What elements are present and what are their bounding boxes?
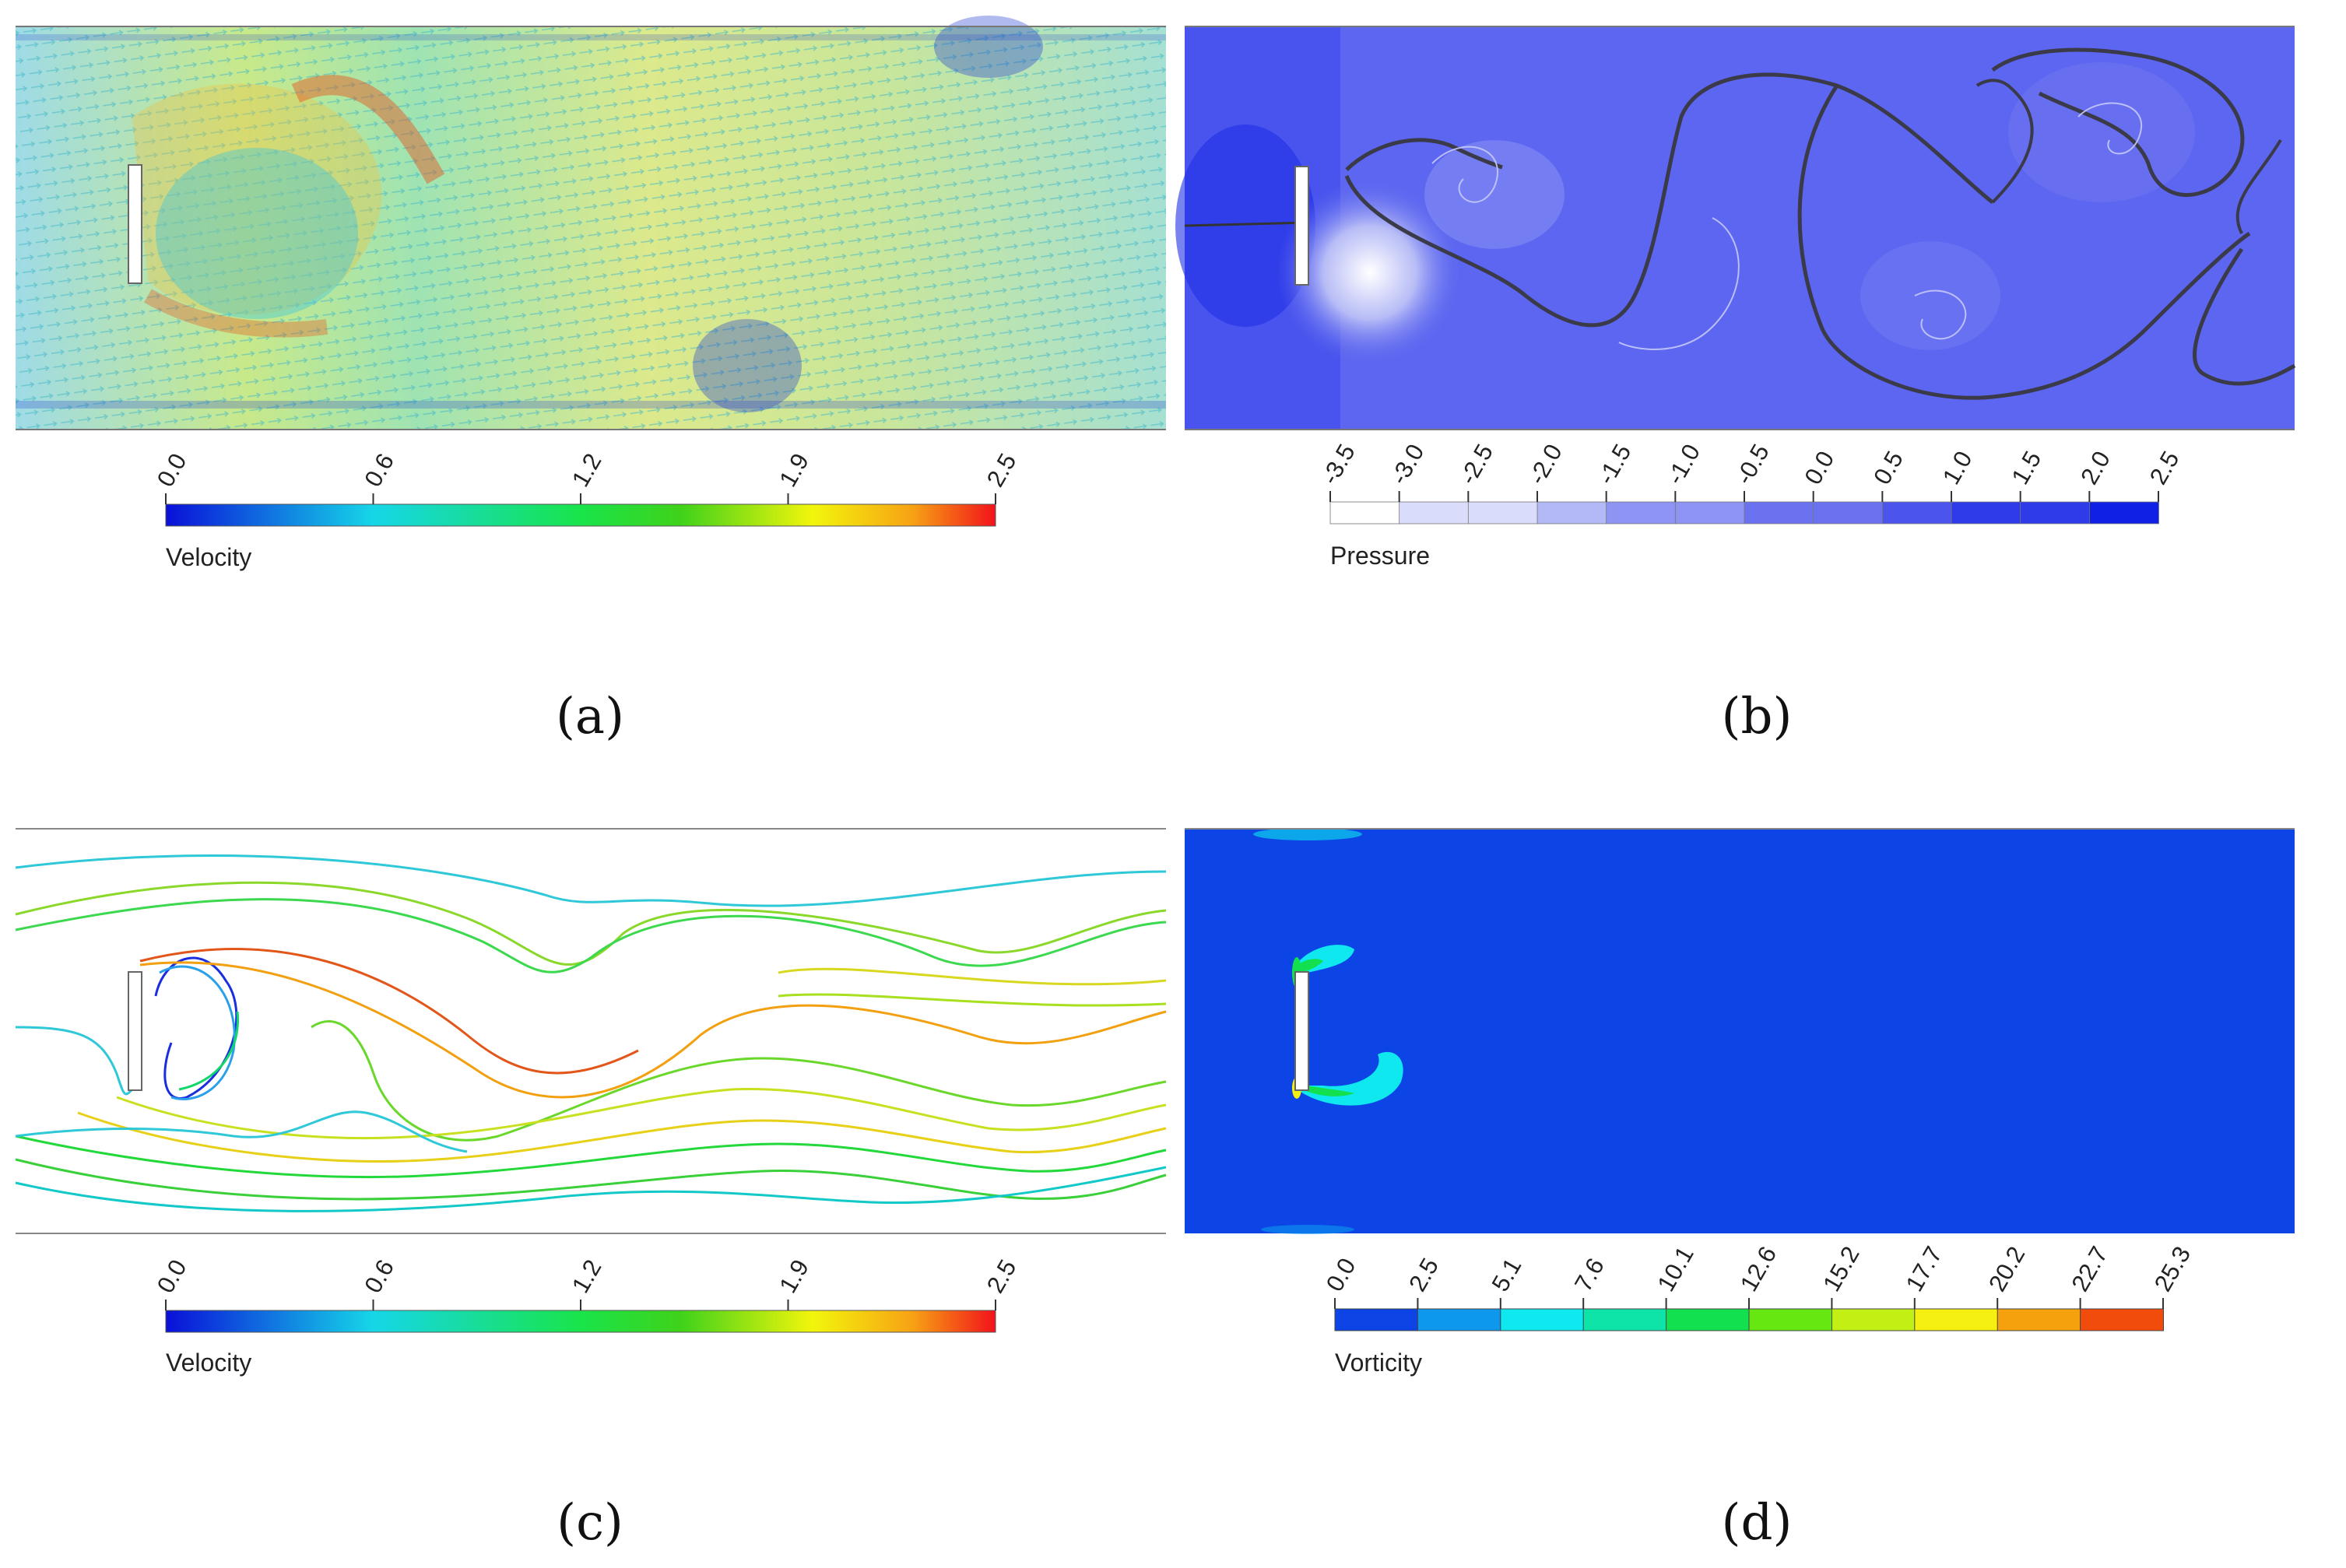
obstacle-c	[128, 971, 142, 1091]
colorbar-band	[2020, 501, 2091, 524]
colorbar-band	[1914, 1308, 1999, 1331]
colorbar-tick-label: 2.5	[982, 1255, 1022, 1298]
colorbar-ticks-a: 0.0 0.6 1.2 1.9 2.5	[152, 449, 1022, 504]
colorbar-bands-d	[1334, 1308, 2165, 1331]
colorbar-tick-label: -1.5	[1592, 440, 1636, 489]
colorbar-b: -3.5 -3.0 -2.5 -2.0 -1.5 -1.0 -0.5 0.0 0.5 1.0 1.5…	[1316, 440, 2185, 570]
panel-c: 0.0 0.6 1.2 1.9 2.5 Velocity (c)	[15, 828, 1167, 1552]
colorbar-c: 0.0 0.6 1.2 1.9 2.5 Velocity	[152, 1255, 1022, 1377]
colorbar-title-c: Velocity	[166, 1349, 251, 1377]
colorbar-band	[1417, 1308, 1501, 1331]
colorbar-tick-label: 15.2	[1817, 1242, 1864, 1296]
vorticity-contour-d	[1185, 828, 2295, 1234]
colorbar-band	[1813, 501, 1884, 524]
colorbar-a: 0.0 0.6 1.2 1.9 2.5 Velocity	[152, 449, 1022, 571]
obstacle-a	[128, 164, 142, 284]
colorbar-tick-label: 1.5	[2006, 447, 2046, 489]
colorbar-ticks-c: 0.0 0.6 1.2 1.9 2.5	[152, 1255, 1022, 1310]
colorbar-bands-b	[1329, 501, 2159, 524]
panel-label-a: (a)	[556, 688, 624, 745]
obstacle-d	[1294, 971, 1309, 1091]
panel-label-b: (b)	[1722, 688, 1793, 745]
colorbar-tick-label: -1.0	[1661, 440, 1705, 489]
colorbar-tick-label: 0.6	[359, 1255, 399, 1298]
colorbar-band	[1881, 501, 1952, 524]
colorbar-title-d: Vorticity	[1335, 1349, 1422, 1377]
colorbar-tick-label: 2.5	[2144, 447, 2185, 489]
colorbar-tick-label: -2.0	[1523, 440, 1568, 489]
panel-label-c: (c)	[557, 1494, 623, 1552]
pressure-contour-b	[1175, 26, 2296, 430]
colorbar-band	[1997, 1308, 2081, 1331]
colorbar-tick-label: -2.5	[1454, 440, 1498, 489]
panel-label-d: (d)	[1722, 1494, 1793, 1552]
colorbar-band	[1399, 501, 1470, 524]
colorbar-band	[2088, 501, 2159, 524]
panel-a: 0.0 0.6 1.2 1.9 2.5 Velocity (a)	[16, 16, 1166, 745]
colorbar-band	[1831, 1308, 1916, 1331]
colorbar-tick-label: -3.0	[1385, 440, 1429, 489]
colorbar-band	[1329, 501, 1400, 524]
colorbar-d: 0.0 2.5 5.1 7.6 10.1 12.6 15.2 17.7 20.2 22.7 25.3…	[1321, 1242, 2196, 1377]
colorbar-tick-label: 1.0	[1937, 447, 1978, 489]
colorbar-tick-label: 1.2	[567, 1255, 607, 1298]
colorbar-tick-label: 2.0	[2075, 447, 2116, 489]
colorbar-tick-label: 17.7	[1901, 1242, 1947, 1296]
colorbar-band	[1536, 501, 1607, 524]
colorbar-tick-label: 25.3	[2149, 1242, 2196, 1296]
vector-field-a	[16, 16, 1166, 430]
colorbar-tick-label: 22.7	[2066, 1242, 2112, 1296]
colorbar-gradient-a	[165, 503, 996, 527]
colorbar-tick-label: 20.2	[1983, 1242, 2030, 1296]
panel-b: -3.5 -3.0 -2.5 -2.0 -1.5 -1.0 -0.5 0.0 0.5 1.0 1.5…	[1175, 26, 2296, 745]
colorbar-tick-label: 2.5	[1403, 1254, 1444, 1296]
colorbar-band	[1582, 1308, 1667, 1331]
colorbar-tick-label: 1.9	[774, 449, 814, 492]
panel-d: 0.0 2.5 5.1 7.6 10.1 12.6 15.2 17.7 20.2 22.7 25.3…	[1185, 828, 2295, 1552]
colorbar-tick-label: 1.2	[567, 449, 607, 492]
colorbar-band	[2080, 1308, 2165, 1331]
colorbar-tick-label: 0.5	[1868, 447, 1909, 489]
colorbar-band	[1666, 1308, 1751, 1331]
colorbar-ticks-d: 0.0 2.5 5.1 7.6 10.1 12.6 15.2 17.7 20.2 22.7 25.3	[1321, 1242, 2196, 1309]
obstacle-b	[1294, 166, 1309, 286]
colorbar-tick-label: 0.0	[1321, 1254, 1361, 1296]
colorbar-tick-label: 10.1	[1652, 1242, 1698, 1296]
colorbar-tick-label: -3.5	[1316, 440, 1361, 489]
colorbar-band	[1500, 1308, 1585, 1331]
streamlines-c	[15, 828, 1167, 1234]
colorbar-band	[1334, 1308, 1419, 1331]
colorbar-band	[1467, 501, 1538, 524]
colorbar-title-b: Pressure	[1330, 542, 1430, 570]
colorbar-tick-label: 0.6	[359, 449, 399, 492]
colorbar-tick-label: 7.6	[1569, 1254, 1610, 1296]
colorbar-gradient-c	[165, 1310, 996, 1333]
colorbar-band	[1748, 1308, 1833, 1331]
colorbar-tick-label: 2.5	[982, 449, 1022, 492]
colorbar-tick-label: -0.5	[1730, 440, 1775, 489]
colorbar-tick-label: 12.6	[1735, 1242, 1782, 1296]
colorbar-tick-label: 0.0	[1799, 447, 1839, 489]
colorbar-tick-label: 1.9	[774, 1255, 814, 1298]
colorbar-band	[1606, 501, 1677, 524]
colorbar-ticks-b: -3.5 -3.0 -2.5 -2.0 -1.5 -1.0 -0.5 0.0 0.5 1.0 1.5…	[1316, 440, 2185, 502]
colorbar-band	[1951, 501, 2021, 524]
colorbar-band	[1744, 501, 1814, 524]
colorbar-tick-label: 0.0	[152, 1255, 192, 1298]
colorbar-tick-label: 5.1	[1487, 1254, 1527, 1296]
colorbar-title-a: Velocity	[166, 543, 251, 571]
colorbar-tick-label: 0.0	[152, 449, 192, 492]
colorbar-band	[1674, 501, 1745, 524]
